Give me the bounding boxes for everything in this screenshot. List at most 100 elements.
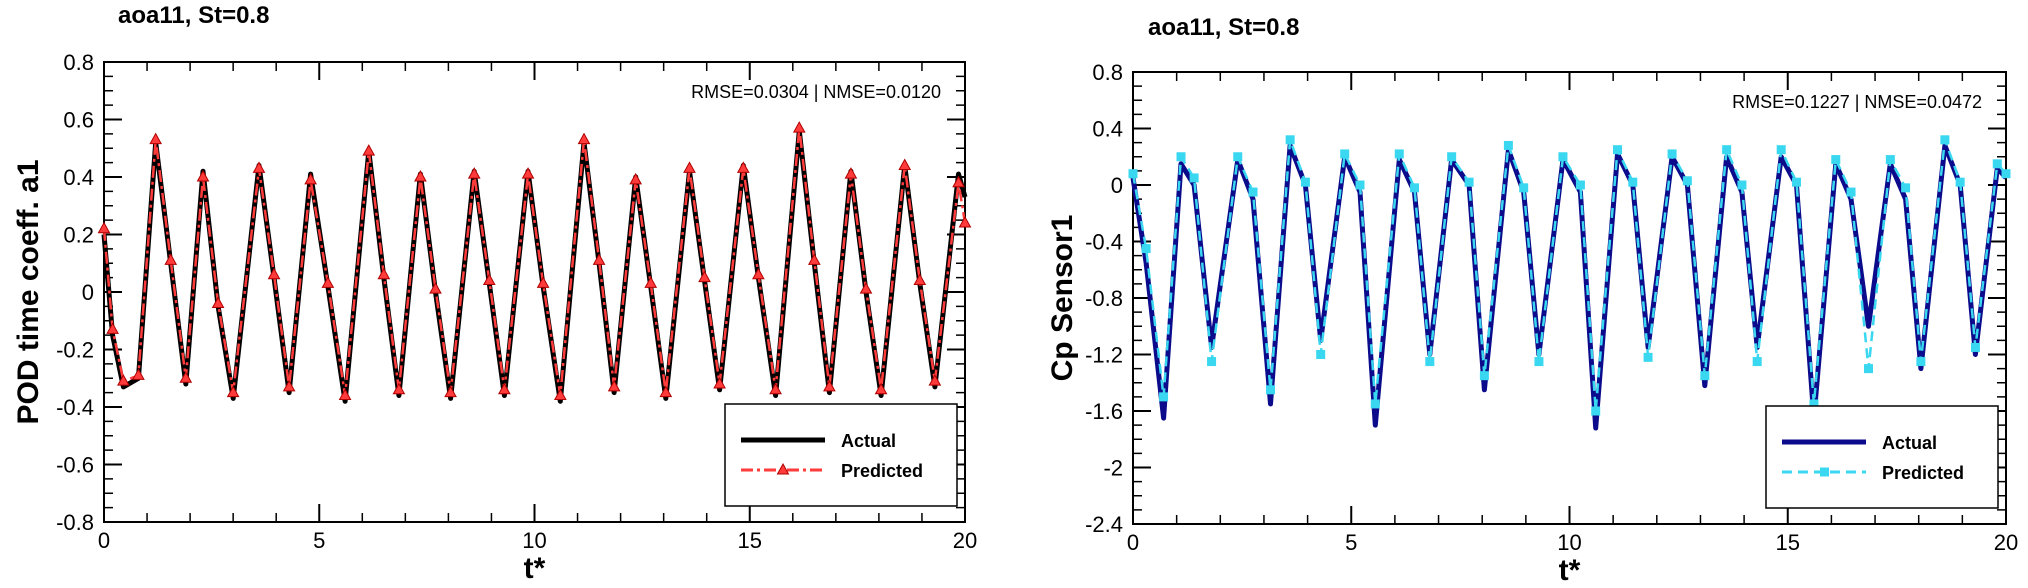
chart-2-series-predicted-point [1159,392,1169,402]
chart-2-title: aoa11, St=0.8 [1148,14,1300,41]
chart-2-legend-label-predicted: Predicted [1882,463,1964,483]
chart-1-series-predicted-point [444,385,457,398]
chart-2-legend-marker [1820,467,1829,477]
chart-1-series-predicted-point [592,253,606,265]
chart-2-series-predicted-point [1682,176,1692,186]
chart-2-y-tick-label: -2.4 [1085,512,1123,537]
chart-1-series-predicted-point [282,379,296,392]
chart-2-x-tick-label: 20 [1994,530,2018,555]
chart-1-series-actual-line [101,128,968,404]
chart-1-series-predicted-point [429,282,442,294]
chart-1-series-predicted-point [553,388,567,400]
chart-2-series-predicted-point [1643,352,1653,362]
chart-1-series-predicted-point [149,132,163,145]
chart-1-series-predicted-point [117,374,130,386]
chart-2-series-predicted-point [1370,399,1380,409]
chart-2-series-predicted-point [1575,180,1585,190]
chart-1-series-predicted-point [713,376,726,389]
chart-2-series-predicted-point [1128,169,1138,179]
chart-2-series-predicted-point [1752,357,1762,367]
chart-1-series-predicted-point [958,215,972,228]
chart-2-series-predicted-point [1340,149,1350,159]
chart-2-series-predicted-point [1955,177,1965,187]
chart-1-series-predicted-point [898,158,912,170]
chart-1-series-predicted-point [226,385,240,398]
chart-1-legend-label-actual: Actual [841,431,896,451]
chart-1-annotation: RMSE=0.0304 | NMSE=0.0120 [691,82,941,102]
chart-2-series-predicted-point [1940,135,1950,145]
chart-2-series-predicted-point [1591,406,1601,416]
chart-1-series-predicted-point [482,273,496,285]
chart-2-series-predicted-line [1131,138,2007,413]
chart-1-series-predicted-point [164,253,178,265]
chart-1-legend-marker [776,462,790,475]
chart-1-x-tick-label: 0 [98,528,110,553]
chart-1-series-predicted-point [952,175,965,188]
chart-1-legend-box [724,403,958,507]
chart-2-series-predicted-point [1791,177,1801,187]
chart-1-series-predicted-point [536,276,550,288]
chart-2-series-predicted-point [1534,357,1544,367]
chart-2-series-predicted-point [1300,177,1310,187]
chart-1-x-tick-label: 10 [522,528,546,553]
chart-1-series-predicted-point [377,267,391,280]
chart-2-y-tick-label: -1.2 [1085,343,1123,368]
chart-1-series-predicted-point [769,382,782,395]
chart-1-series-predicted-point [659,385,673,398]
chart-1-series-predicted-point [607,379,621,392]
chart-1-series-predicted-point [304,172,317,185]
chart-2-series-predicted-point [1176,152,1186,162]
chart-1-series-predicted-point [338,388,352,400]
chart-1-y-tick-label: -0.6 [56,453,94,478]
chart-2-y-tick-label: 0.4 [1092,117,1123,142]
chart-2-series-predicted-point [1885,155,1895,165]
chart-2-series-predicted-point [1233,152,1243,162]
chart-1-series-predicted-point [211,296,225,308]
chart-2-series-predicted-point [1503,140,1513,150]
chart-2-series-predicted-point [1425,357,1435,367]
chart-2-series-predicted-point [1285,135,1295,145]
chart-2-series-predicted-point [1737,180,1747,190]
chart-1-series-predicted-point [498,382,511,395]
chart-2-y-tick-label: 0.8 [1092,60,1123,85]
chart-2-series-predicted-point [1519,183,1529,193]
chart-1-series-predicted-point [736,161,750,173]
chart-1-series-predicted-point [792,121,806,133]
chart-1-y-axis-label: POD time coeff. a1 [12,159,45,424]
chart-2-series-predicted-point [1464,177,1474,187]
chart-1-y-tick-label: -0.2 [56,338,94,363]
chart-2-y-tick-label: -1.6 [1085,399,1123,424]
chart-1-series-predicted-point [913,273,927,285]
chart-2-series-predicted-point [1410,183,1420,193]
chart-1-y-tick-label: 0.2 [63,223,94,248]
chart-1-series-predicted-point [521,167,535,179]
chart-1-series-predicted-point [823,379,836,392]
chart-1-series-predicted-point [106,322,119,334]
chart-1-series-predicted-point [629,172,643,185]
chart-2-series-predicted-point [1864,364,1874,374]
chart-2-series-predicted-point [1722,145,1732,155]
chart-2-series-predicted-point [1316,350,1326,359]
chart-2-x-tick-label: 5 [1345,530,1357,555]
chart-2-series-predicted-point [1809,399,1819,409]
chart-1-legend-label-predicted: Predicted [841,461,923,481]
chart-1-series-predicted-point [252,161,266,173]
chart-1-series-predicted-point [392,382,406,395]
chart-2-y-axis-label: Cp Sensor1 [1046,215,1079,382]
chart-1-series-predicted-point [698,270,711,283]
chart-2-series-predicted-point [1394,149,1404,159]
chart-1-series-predicted-point [874,382,888,395]
chart-1-y-tick-label: 0 [82,280,94,305]
chart-2-y-tick-label: -0.8 [1085,286,1123,311]
chart-2-x-tick-label: 10 [1557,530,1581,555]
chart-1-y-tick-label: -0.4 [56,395,94,420]
chart-1-series-group [97,121,972,404]
chart-2-series-predicted-point [1901,183,1911,193]
chart-2-series-predicted-point [1558,152,1568,162]
chart-1-x-tick-label: 15 [738,528,762,553]
chart-2-legend-label-actual: Actual [1882,433,1937,453]
chart-1-series-predicted-point [362,144,376,156]
chart-2-legend-box [1765,405,1999,509]
chart-1-series-predicted-point [844,167,858,179]
